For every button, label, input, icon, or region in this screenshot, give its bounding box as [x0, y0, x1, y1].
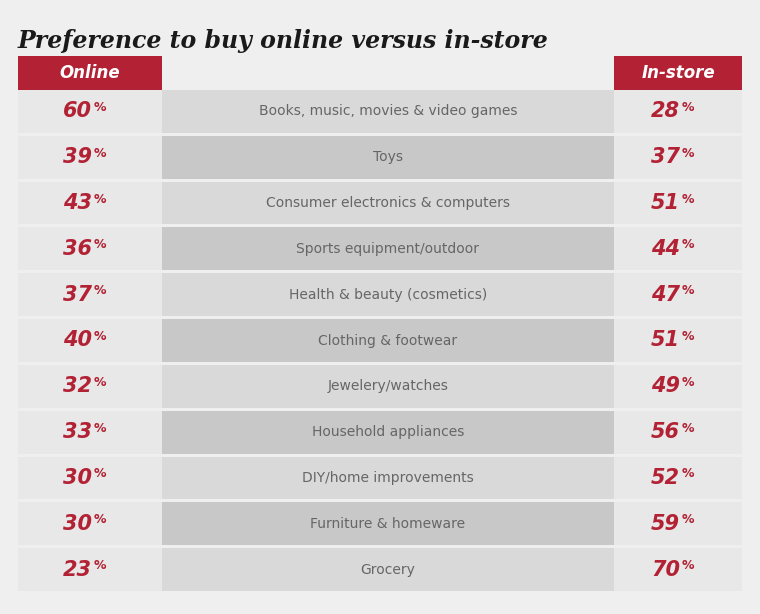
Text: In-store: In-store	[641, 64, 715, 82]
Text: 49: 49	[651, 376, 680, 396]
Text: 32: 32	[63, 376, 92, 396]
Bar	[162, 411, 614, 454]
Bar	[162, 502, 614, 545]
Bar	[18, 365, 162, 408]
Text: Toys: Toys	[373, 150, 403, 164]
Text: %: %	[94, 330, 106, 343]
Text: %: %	[682, 422, 695, 435]
Text: 40: 40	[63, 330, 92, 351]
Bar	[614, 548, 742, 591]
Text: Books, music, movies & video games: Books, music, movies & video games	[258, 104, 518, 119]
Text: 43: 43	[63, 193, 92, 213]
Bar	[162, 457, 614, 499]
Bar	[614, 227, 742, 270]
Text: 44: 44	[651, 239, 680, 259]
Text: 28: 28	[651, 101, 680, 122]
Bar	[162, 365, 614, 408]
Bar	[614, 457, 742, 499]
Text: %: %	[682, 513, 695, 526]
Text: 51: 51	[651, 193, 680, 213]
Bar	[614, 90, 742, 133]
Bar	[18, 457, 162, 499]
Bar	[18, 502, 162, 545]
Bar	[614, 56, 742, 90]
Bar	[18, 136, 162, 179]
Text: %: %	[682, 284, 695, 297]
Bar	[162, 548, 614, 591]
Text: Household appliances: Household appliances	[312, 425, 464, 439]
Bar	[614, 365, 742, 408]
Text: 56: 56	[651, 422, 680, 442]
Text: Grocery: Grocery	[360, 562, 416, 577]
Text: 70: 70	[651, 559, 680, 580]
Bar	[18, 90, 162, 133]
Text: 51: 51	[651, 330, 680, 351]
Bar	[18, 56, 162, 90]
Text: Clothing & footwear: Clothing & footwear	[318, 333, 458, 348]
Bar	[162, 90, 614, 133]
Bar	[162, 273, 614, 316]
Text: Online: Online	[60, 64, 120, 82]
Bar	[614, 319, 742, 362]
Text: 59: 59	[651, 514, 680, 534]
Bar	[18, 273, 162, 316]
Bar	[614, 411, 742, 454]
Text: 30: 30	[63, 514, 92, 534]
Text: Jewelery/watches: Jewelery/watches	[328, 379, 448, 394]
Text: 39: 39	[63, 147, 92, 167]
Text: %: %	[682, 147, 695, 160]
Bar	[18, 319, 162, 362]
Text: %: %	[94, 193, 106, 206]
Bar	[162, 136, 614, 179]
Text: 37: 37	[63, 285, 92, 305]
Text: %: %	[94, 422, 106, 435]
Text: Sports equipment/outdoor: Sports equipment/outdoor	[296, 242, 480, 256]
Text: 52: 52	[651, 468, 680, 488]
Bar	[18, 411, 162, 454]
Bar	[162, 182, 614, 225]
Text: Furniture & homeware: Furniture & homeware	[310, 517, 466, 530]
Text: 37: 37	[651, 147, 680, 167]
Text: %: %	[682, 330, 695, 343]
Text: DIY/home improvements: DIY/home improvements	[302, 471, 474, 485]
Text: 36: 36	[63, 239, 92, 259]
Text: %: %	[94, 513, 106, 526]
Bar	[614, 273, 742, 316]
Text: %: %	[94, 101, 106, 114]
Text: Health & beauty (cosmetics): Health & beauty (cosmetics)	[289, 288, 487, 301]
Text: 47: 47	[651, 285, 680, 305]
Text: 60: 60	[63, 101, 92, 122]
Text: %: %	[682, 376, 695, 389]
Text: %: %	[682, 193, 695, 206]
Text: %: %	[94, 467, 106, 480]
Bar	[18, 227, 162, 270]
Bar	[162, 227, 614, 270]
Text: 33: 33	[63, 422, 92, 442]
Bar	[614, 182, 742, 225]
Text: %: %	[682, 101, 695, 114]
Text: %: %	[94, 284, 106, 297]
Text: %: %	[682, 559, 695, 572]
Bar	[614, 136, 742, 179]
Text: %: %	[94, 559, 106, 572]
Text: %: %	[94, 376, 106, 389]
Bar	[614, 502, 742, 545]
Text: %: %	[682, 467, 695, 480]
Text: Preference to buy online versus in-store: Preference to buy online versus in-store	[18, 29, 549, 53]
Bar	[18, 182, 162, 225]
Text: %: %	[94, 147, 106, 160]
Text: 23: 23	[63, 559, 92, 580]
Text: %: %	[94, 238, 106, 251]
Text: %: %	[682, 238, 695, 251]
Text: 30: 30	[63, 468, 92, 488]
Bar	[162, 319, 614, 362]
Text: Consumer electronics & computers: Consumer electronics & computers	[266, 196, 510, 210]
Bar	[18, 548, 162, 591]
